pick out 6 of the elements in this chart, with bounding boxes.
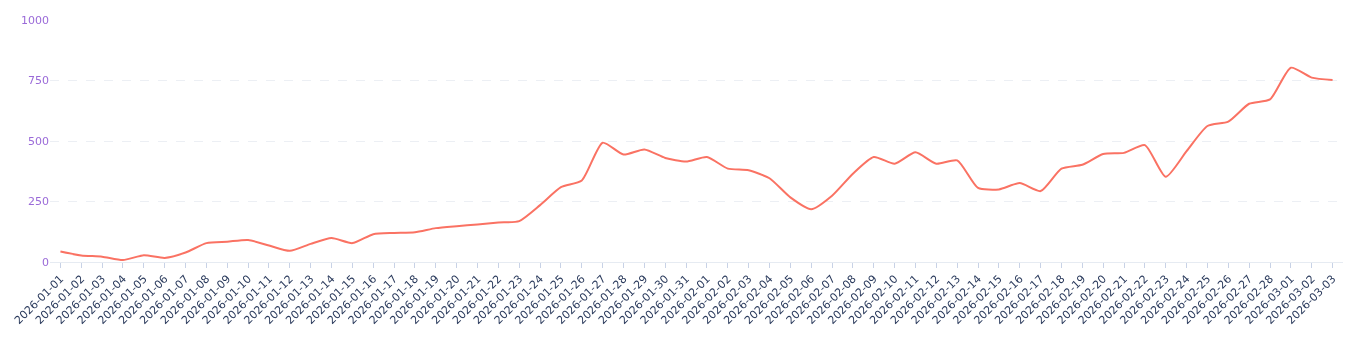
y-tick-label: 0 bbox=[42, 255, 49, 269]
y-tick-label: 250 bbox=[28, 195, 49, 209]
y-tick-label: 500 bbox=[28, 134, 49, 148]
y-tick-label: 750 bbox=[28, 74, 49, 88]
y-tick-label: 1000 bbox=[21, 13, 49, 27]
line-series bbox=[59, 66, 1334, 262]
